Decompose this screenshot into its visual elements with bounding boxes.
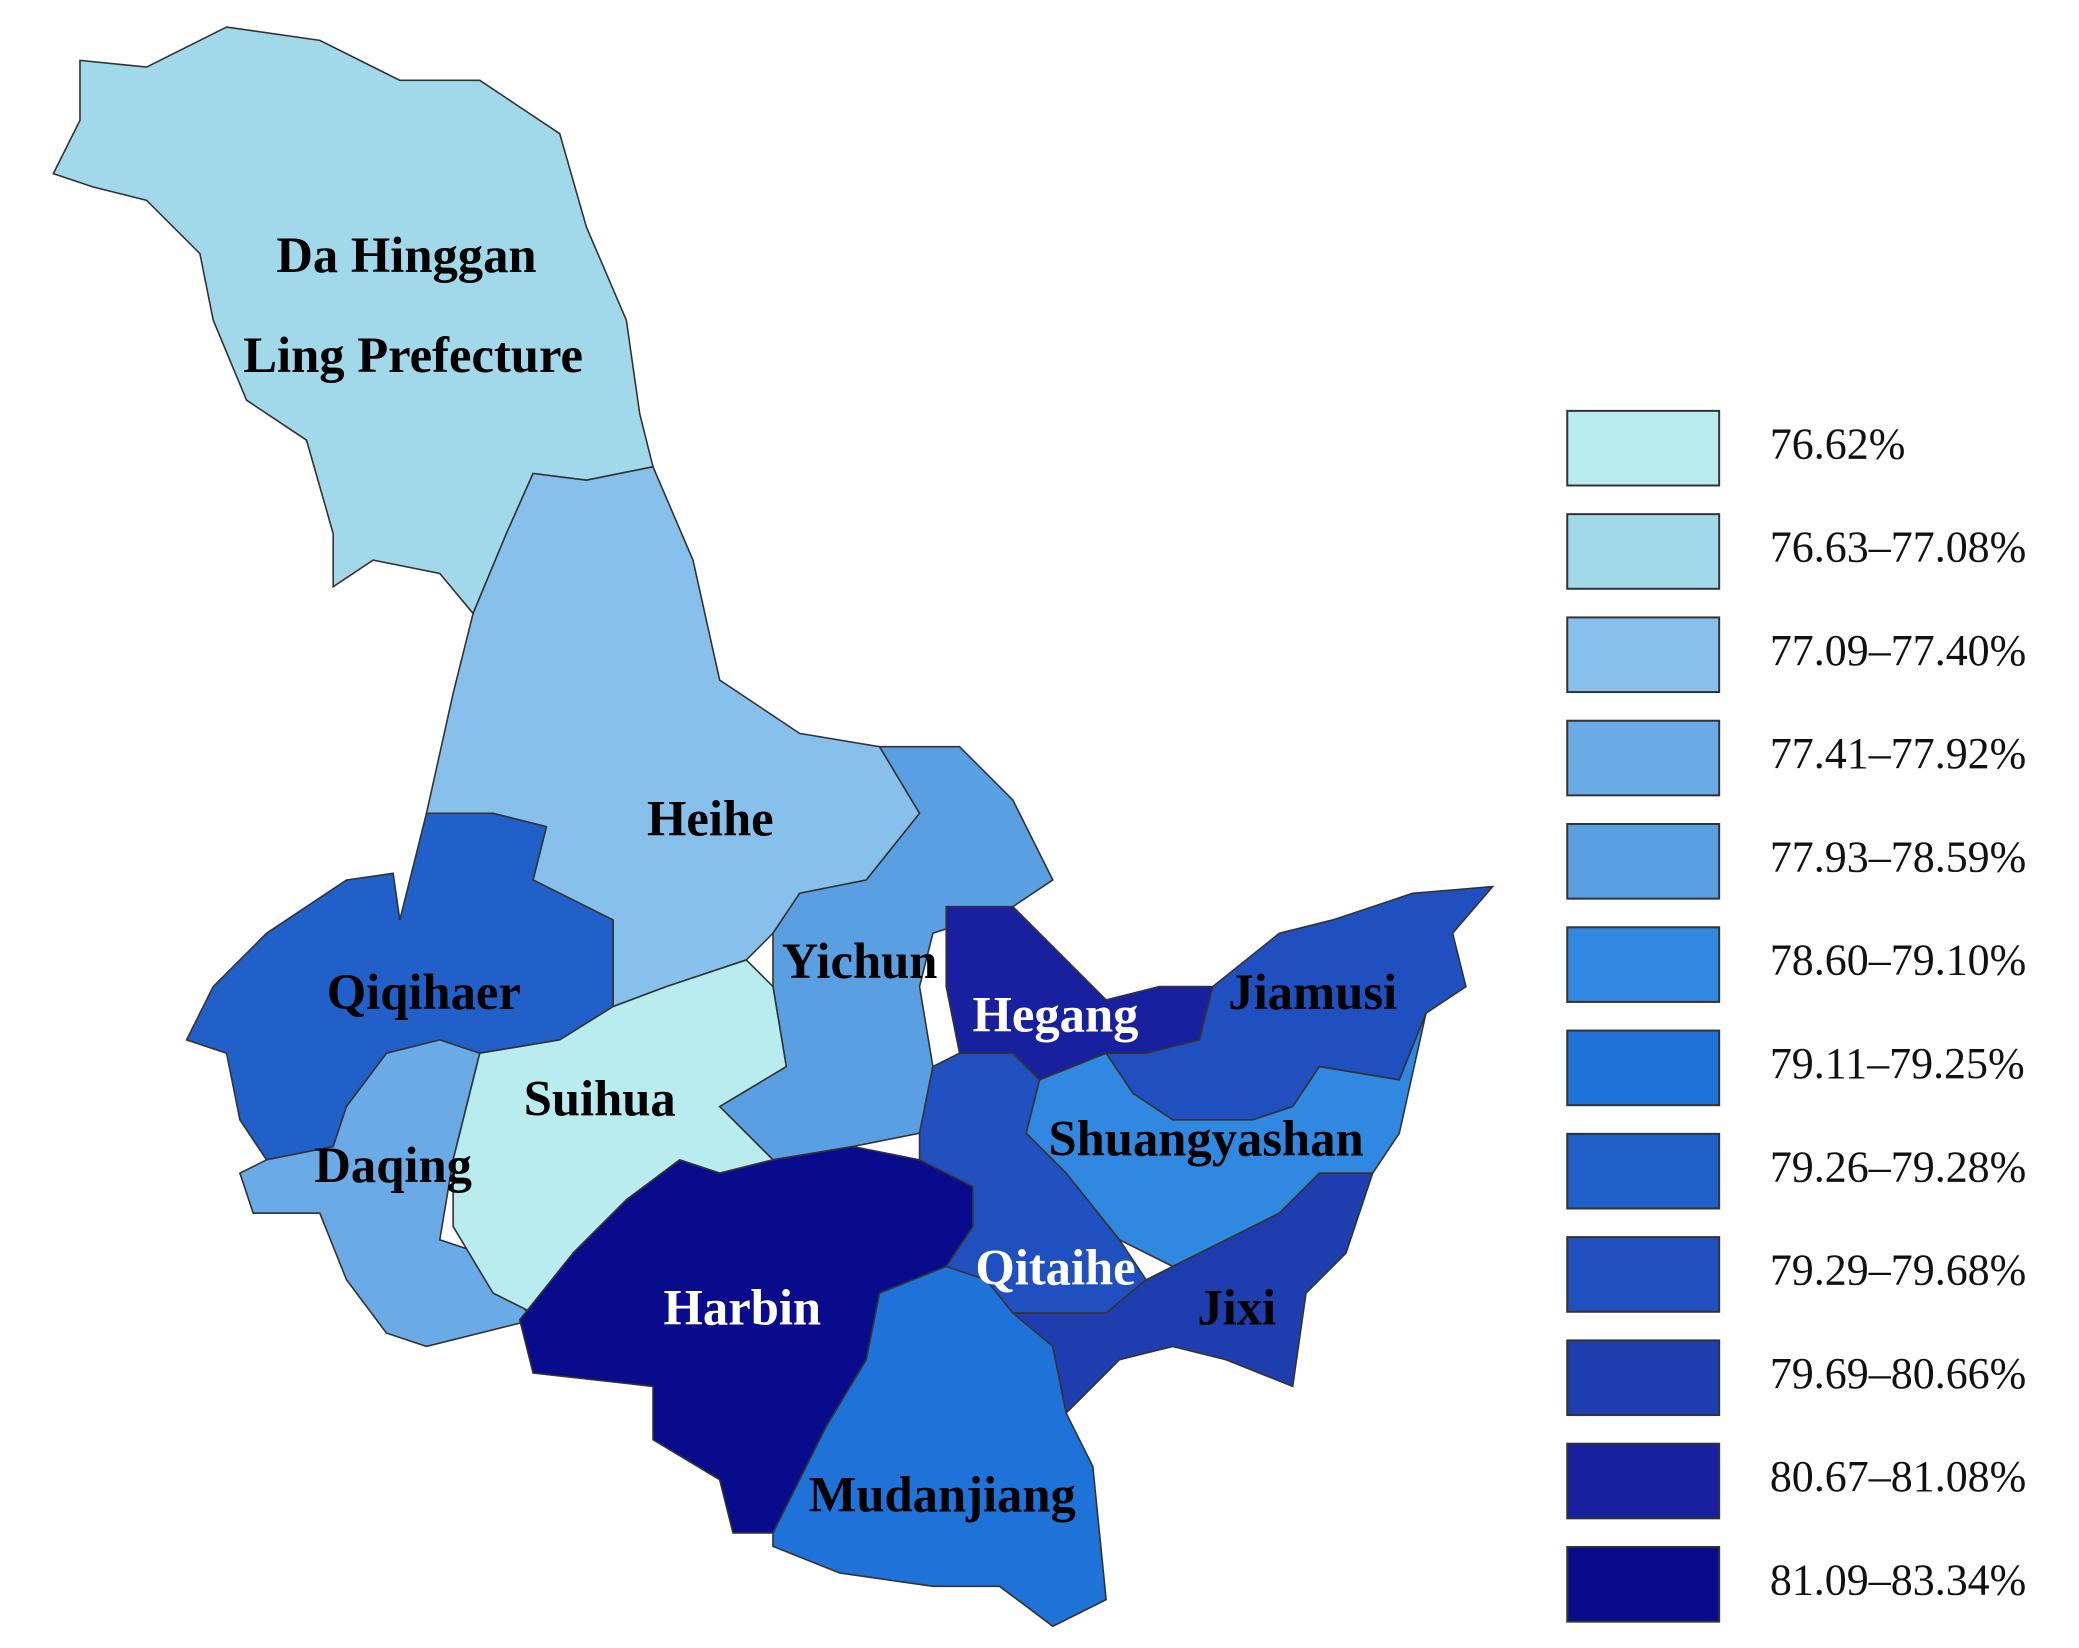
region-label: Ling Prefecture: [243, 327, 583, 383]
legend-swatch: [1566, 926, 1721, 1003]
region-label: Mudanjiang: [809, 1466, 1076, 1522]
legend-label: 79.29–79.68%: [1770, 1246, 2026, 1295]
legend-label: 79.69–80.66%: [1770, 1349, 2026, 1398]
region-labels: Da Hinggan Ling Prefecture Heihe Yichun Qiqi…: [243, 227, 1397, 1522]
region-label: Da Hinggan: [276, 227, 536, 283]
legend-label: 77.93–78.59%: [1770, 832, 2026, 881]
region-label: Jiamusi: [1228, 964, 1397, 1020]
legend-label: 79.26–79.28%: [1770, 1142, 2026, 1191]
region: [1010, 1172, 1374, 1415]
region-label: Hegang: [973, 987, 1139, 1043]
region-label: Yichun: [782, 933, 938, 989]
legend-swatch: [1566, 719, 1721, 797]
legend-swatch: [1566, 409, 1721, 487]
region-label: Jixi: [1197, 1280, 1276, 1336]
legend-swatch: [1566, 513, 1721, 590]
legend-label: 76.62%: [1770, 419, 1906, 468]
regions: [52, 26, 1495, 1628]
region-label: Heihe: [647, 791, 774, 847]
legend-label: 78.60–79.10%: [1770, 936, 2026, 985]
region-label: Suihua: [524, 1070, 676, 1126]
legend-swatch: [1566, 1132, 1721, 1210]
legend-label: 76.63–77.08%: [1770, 523, 2026, 572]
region: [238, 1039, 535, 1348]
legend: 76.62% 76.63–77.08% 77.09–77.40% 77.41–77.9…: [1566, 409, 2026, 1623]
region-label: Qitaihe: [975, 1240, 1135, 1296]
legend-swatch: [1566, 1545, 1721, 1623]
legend-label: 77.41–77.92%: [1770, 729, 2026, 778]
legend-swatch: [1566, 823, 1721, 900]
legend-swatch: [1566, 1029, 1721, 1107]
legend-swatch: [1566, 1236, 1721, 1313]
legend-label: 77.09–77.40%: [1770, 626, 2026, 675]
legend-label: 80.67–81.08%: [1770, 1452, 2026, 1501]
legend-swatch: [1566, 1442, 1721, 1520]
region: [718, 745, 1054, 1161]
legend-swatch: [1566, 616, 1721, 694]
legend-swatch: [1566, 1339, 1721, 1417]
region-label: Daqing: [314, 1137, 472, 1193]
legend-label: 79.11–79.25%: [1770, 1039, 2025, 1088]
legend-label: 81.09–83.34%: [1770, 1555, 2026, 1604]
region-label: Qiqihaer: [327, 964, 521, 1020]
region-label: Harbin: [664, 1280, 822, 1336]
region-label: Shuangyashan: [1048, 1110, 1363, 1166]
